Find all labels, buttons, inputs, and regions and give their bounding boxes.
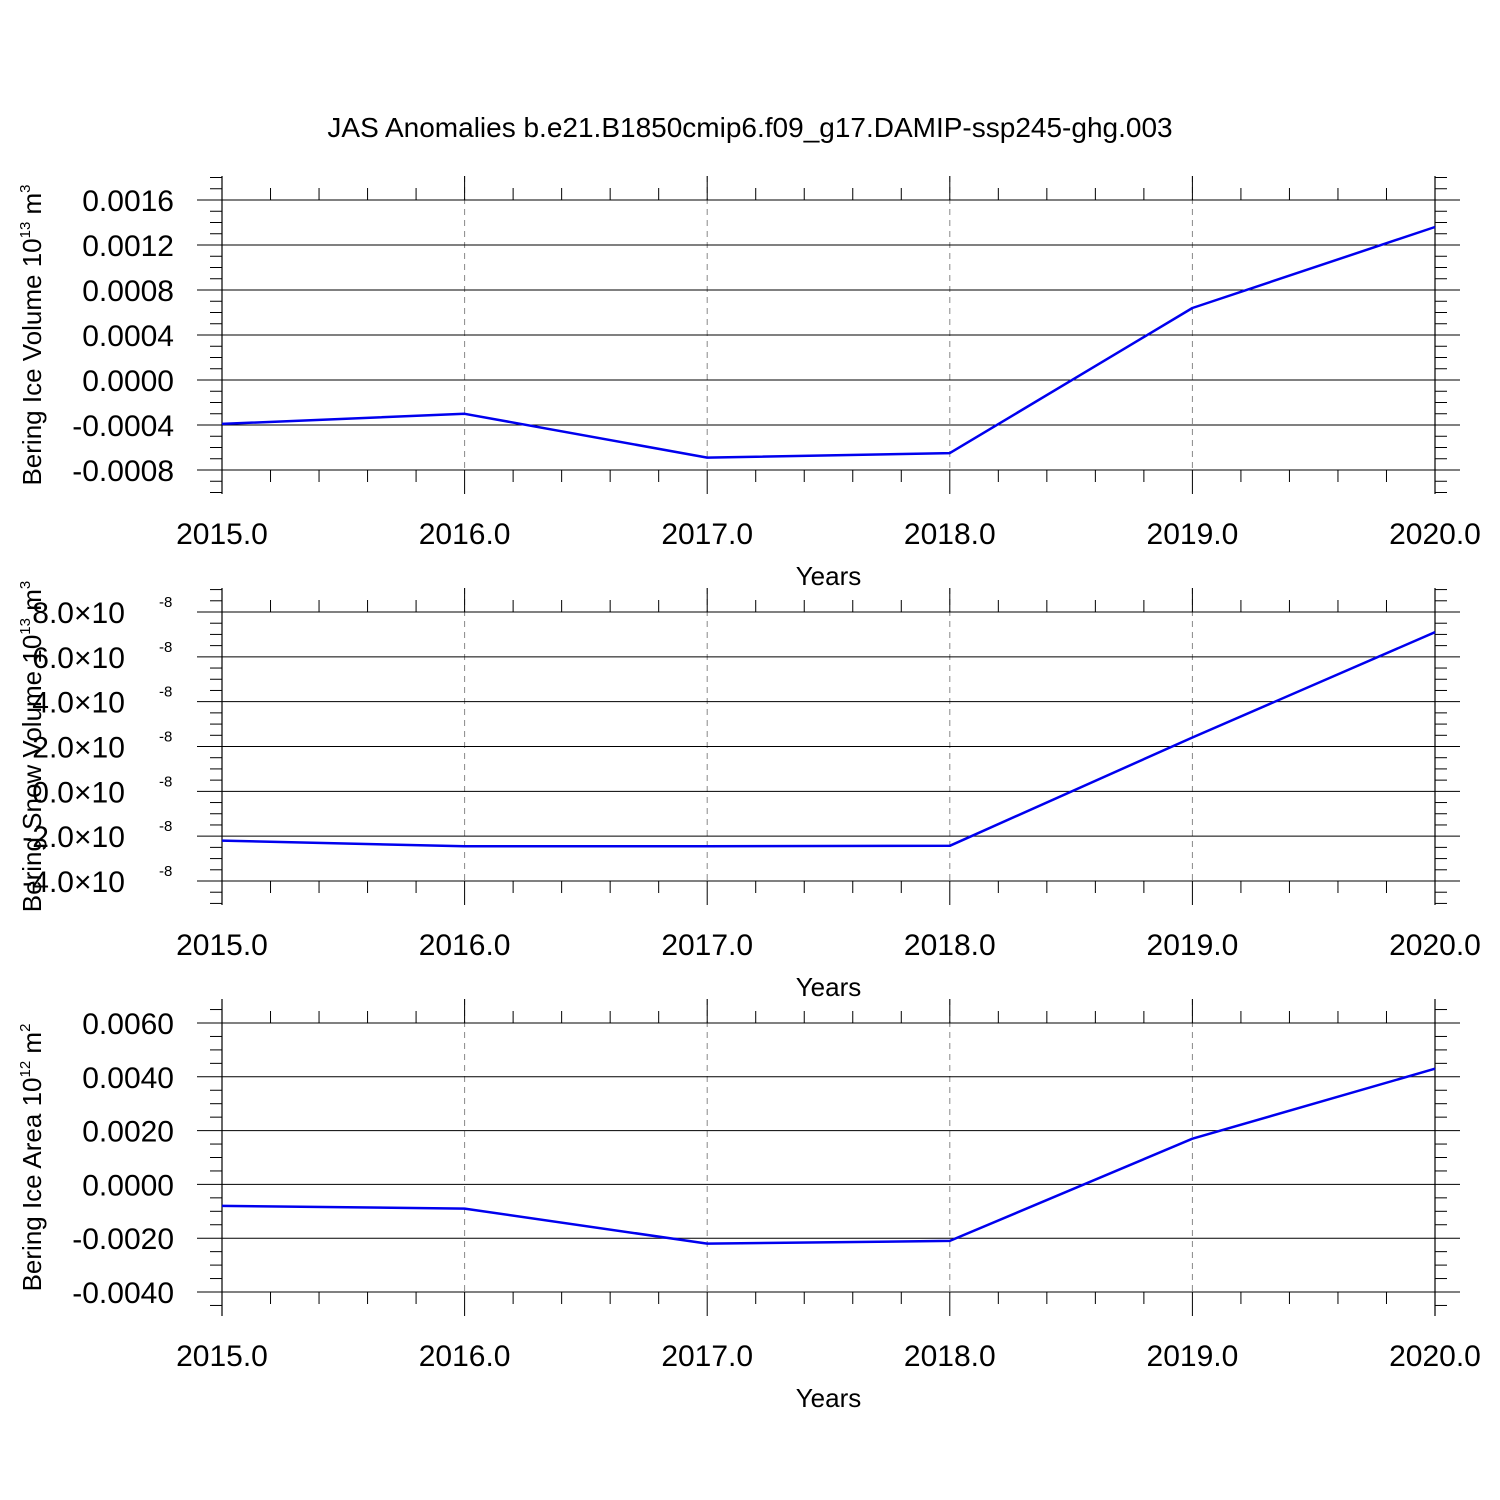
y-tick-multiplier: ×10 <box>74 821 125 854</box>
figure-title: JAS Anomalies b.e21.B1850cmip6.f09_g17.D… <box>327 112 1172 143</box>
x-tick-label: 2016.0 <box>419 1340 511 1373</box>
y-axis-label-text: Bering Snow Volume 10 <box>17 635 47 913</box>
y-tick-label: 0.0 <box>32 776 74 809</box>
y-tick-exponent: -8 <box>159 729 172 746</box>
y-tick-multiplier: ×10 <box>74 597 125 630</box>
x-axis-label: Years <box>796 972 862 1002</box>
y-axis-label-unit-exponent: 3 <box>17 581 34 589</box>
y-tick-exponent: -8 <box>159 594 172 611</box>
y-axis-label-unit: m <box>17 193 47 222</box>
x-tick-label: 2017.0 <box>661 518 753 551</box>
x-tick-label: 2015.0 <box>176 518 268 551</box>
y-axis-label-unit-exponent: 2 <box>17 1024 34 1032</box>
y-tick-label: 0.0016 <box>82 185 174 218</box>
y-tick-exponent: -8 <box>159 773 172 790</box>
y-tick-label: 0.0000 <box>82 1169 174 1202</box>
y-tick-exponent: -8 <box>159 818 172 835</box>
chart-panel-3: -0.0040 -0.0020 0.0000 0.0020 0.0040 0.0060 20… <box>17 999 1481 1413</box>
y-axis-label: Bering Snow Volume 1013 m3 <box>17 581 47 912</box>
y-tick-multiplier: ×10 <box>74 687 125 720</box>
y-tick-label: 8.0 <box>32 597 74 630</box>
x-tick-label: 2020.0 <box>1389 929 1481 962</box>
y-tick-label: 4.0 <box>32 687 74 720</box>
y-tick-label: 2.0 <box>32 732 74 765</box>
series-line-1 <box>221 225 1436 459</box>
y-tick-label: 0.0060 <box>82 1008 174 1041</box>
x-axis-label: Years <box>796 1383 862 1413</box>
x-tick-label: 2018.0 <box>904 929 996 962</box>
x-tick-label: 2015.0 <box>176 1340 268 1373</box>
y-tick-multiplier: ×10 <box>74 642 125 675</box>
x-tick-label: 2020.0 <box>1389 1340 1481 1373</box>
y-tick-label: -2.0 <box>22 821 74 854</box>
y-tick-exponent: -8 <box>159 684 172 701</box>
y-tick-label: 0.0008 <box>82 275 174 308</box>
y-axis-label: Bering Ice Area 1012 m2 <box>17 1024 47 1292</box>
y-axis-label: Bering Ice Volume 1013 m3 <box>17 184 47 485</box>
y-tick-label: 0.0004 <box>82 320 174 353</box>
x-tick-label: 2017.0 <box>661 1340 753 1373</box>
x-tick-label: 2017.0 <box>661 929 753 962</box>
panels: -0.0008 -0.0004 0.0000 0.0004 0.0008 0.0012 0.… <box>17 176 1481 1413</box>
y-tick-label: 0.0020 <box>82 1116 174 1149</box>
y-tick-multiplier: ×10 <box>74 776 125 809</box>
x-tick-label: 2019.0 <box>1147 518 1239 551</box>
y-tick-label: 6.0 <box>32 642 74 675</box>
y-axis-label-exponent: 12 <box>17 1061 34 1078</box>
x-tick-label: 2015.0 <box>176 929 268 962</box>
chart-panel-2: -4.0 ×10 -8-2.0 ×10 -80.0 ×10 -82.0 ×10 -84.0 ×10… <box>17 581 1481 1002</box>
y-tick-multiplier: ×10 <box>74 866 125 899</box>
y-tick-label: -0.0040 <box>72 1277 174 1310</box>
y-axis-label-exponent: 13 <box>17 222 34 239</box>
y-axis-label-text: Bering Ice Volume 10 <box>17 238 47 485</box>
y-tick-exponent: -8 <box>159 863 172 880</box>
y-tick-label: -0.0004 <box>72 410 174 443</box>
series-line-1 <box>221 1067 1436 1245</box>
x-tick-label: 2018.0 <box>904 1340 996 1373</box>
y-tick-label: 0.0012 <box>82 230 174 263</box>
chart-panel-1: -0.0008 -0.0004 0.0000 0.0004 0.0008 0.0012 0.… <box>17 176 1481 591</box>
y-axis-label-unit: m <box>17 589 47 618</box>
y-tick-label: -0.0008 <box>72 455 174 488</box>
y-tick-multiplier: ×10 <box>74 732 125 765</box>
y-axis-label-unit: m <box>17 1032 47 1061</box>
x-tick-label: 2019.0 <box>1147 1340 1239 1373</box>
x-tick-label: 2020.0 <box>1389 518 1481 551</box>
x-tick-label: 2018.0 <box>904 518 996 551</box>
y-tick-label: -4.0 <box>22 866 74 899</box>
x-tick-label: 2019.0 <box>1147 929 1239 962</box>
y-tick-label: -0.0020 <box>72 1223 174 1256</box>
x-tick-label: 2016.0 <box>419 929 511 962</box>
y-tick-exponent: -8 <box>159 639 172 656</box>
x-axis-label: Years <box>796 561 862 591</box>
y-axis-label-exponent: 13 <box>17 618 34 635</box>
y-axis-label-text: Bering Ice Area 10 <box>17 1078 47 1292</box>
y-axis-label-unit-exponent: 3 <box>17 184 34 192</box>
x-tick-label: 2016.0 <box>419 518 511 551</box>
y-tick-label: 0.0040 <box>82 1062 174 1095</box>
series-line-1 <box>221 631 1436 848</box>
y-tick-label: 0.0000 <box>82 365 174 398</box>
